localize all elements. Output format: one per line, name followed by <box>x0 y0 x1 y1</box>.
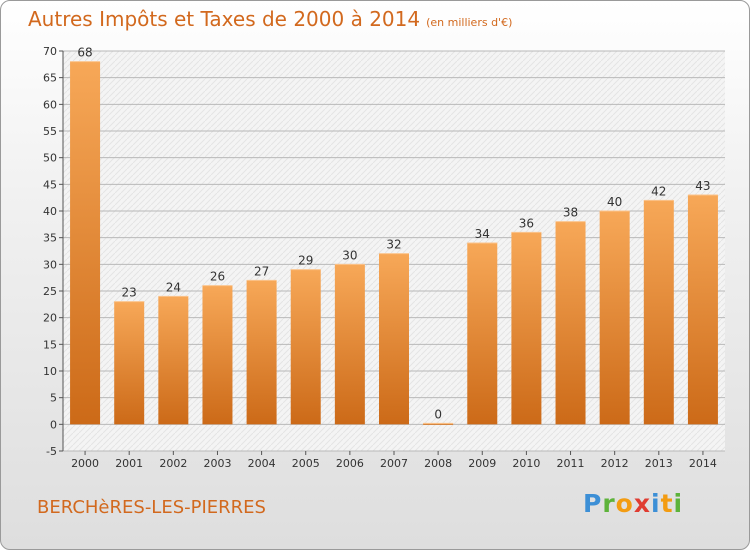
chart-title-block: Autres Impôts et Taxes de 2000 à 2014 (en… <box>28 7 512 31</box>
x-tick-label: 2010 <box>512 457 540 470</box>
data-label: 26 <box>210 270 225 284</box>
bar <box>158 296 189 425</box>
logo-letter: r <box>602 489 616 518</box>
y-tick-label: 65 <box>43 72 57 85</box>
x-tick-label: 2008 <box>424 457 452 470</box>
x-tick-label: 2006 <box>336 457 364 470</box>
logo-letter: x <box>633 489 651 518</box>
data-label: 23 <box>122 286 137 300</box>
y-tick-label: 55 <box>43 125 57 138</box>
bar <box>467 243 498 425</box>
data-label: 29 <box>298 254 313 268</box>
bar <box>334 264 365 425</box>
logo-letter: o <box>615 489 634 518</box>
y-tick-label: 60 <box>43 98 57 111</box>
y-tick-label: -5 <box>46 445 57 458</box>
data-label: 24 <box>166 280 181 294</box>
x-tick-label: 2001 <box>115 457 143 470</box>
bar <box>202 285 233 425</box>
data-label: 40 <box>607 195 622 209</box>
x-tick-label: 2003 <box>203 457 231 470</box>
x-tick-label: 2007 <box>380 457 408 470</box>
y-tick-label: 0 <box>50 418 57 431</box>
commune-name: BERCHèRES-LES-PIERRES <box>37 497 266 518</box>
x-tick-label: 2004 <box>248 457 276 470</box>
data-label: 42 <box>651 184 666 198</box>
y-tick-label: 40 <box>43 205 57 218</box>
data-label: 30 <box>342 248 357 262</box>
y-tick-label: 5 <box>50 392 57 405</box>
logo-letter: i <box>673 489 684 518</box>
bar <box>70 61 101 425</box>
bar <box>555 221 586 425</box>
data-label: 27 <box>254 264 269 278</box>
logo-letter: i <box>651 489 661 518</box>
chart-title: Autres Impôts et Taxes de 2000 à 2014 <box>28 7 421 31</box>
bar <box>379 253 409 425</box>
logo-letter: P <box>583 489 603 518</box>
x-tick-label: 2000 <box>71 457 99 470</box>
y-tick-label: 20 <box>43 312 57 325</box>
x-tick-label: 2005 <box>292 457 320 470</box>
data-label: 68 <box>77 46 92 60</box>
chart-unit: (en milliers d'€) <box>426 16 513 29</box>
bar <box>246 280 277 425</box>
bar <box>599 211 630 425</box>
x-tick-label: 2012 <box>601 457 629 470</box>
x-tick-label: 2013 <box>645 457 673 470</box>
data-label: 38 <box>563 206 578 220</box>
y-tick-label: 15 <box>43 338 57 351</box>
y-tick-label: 50 <box>43 152 57 165</box>
y-tick-label: 35 <box>43 232 57 245</box>
logo-letter: t <box>660 489 674 518</box>
y-tick-label: 70 <box>43 45 57 58</box>
x-tick-label: 2009 <box>468 457 496 470</box>
proxiti-logo: Proxiti <box>583 489 683 518</box>
y-tick-label: 10 <box>43 365 57 378</box>
data-label: 34 <box>475 227 490 241</box>
y-tick-label: 30 <box>43 258 57 271</box>
data-label: 0 <box>434 407 442 421</box>
x-tick-label: 2014 <box>689 457 717 470</box>
x-tick-label: 2002 <box>159 457 187 470</box>
bar <box>114 301 145 425</box>
bar <box>643 200 674 425</box>
data-label: 32 <box>386 238 401 252</box>
bar <box>423 423 454 425</box>
y-tick-label: 25 <box>43 285 57 298</box>
bar <box>687 195 718 425</box>
y-tick-label: 45 <box>43 178 57 191</box>
bar <box>511 232 542 425</box>
data-label: 43 <box>695 179 710 193</box>
bar <box>290 269 321 425</box>
x-tick-label: 2011 <box>557 457 585 470</box>
data-label: 36 <box>519 216 534 230</box>
